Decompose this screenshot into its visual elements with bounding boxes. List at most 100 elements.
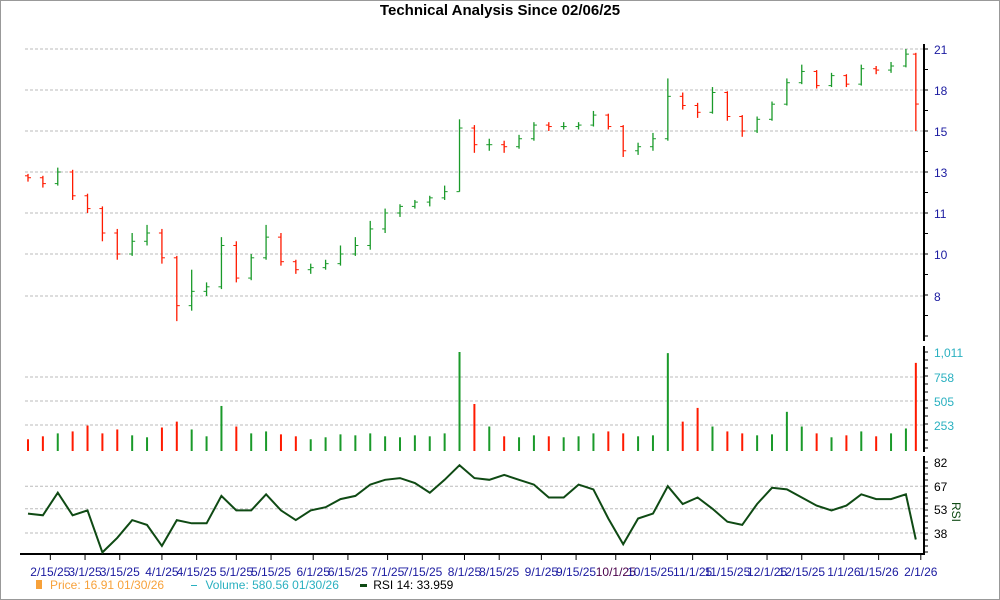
x-tick-label: 2/1/26 [904,565,938,579]
price-bar [277,233,284,266]
price-bar [545,122,552,131]
price-bar [411,199,418,209]
price-bar [99,206,106,242]
price-bar [739,115,746,137]
x-tick-label: 3/15/25 [100,565,140,579]
volume-tick-label: 1,011 [934,346,963,360]
price-bar [188,269,195,311]
price-bar [783,78,790,106]
x-tick-label: 8/15/25 [479,565,519,579]
price-bar [25,173,31,182]
price-bar [724,91,731,121]
price-bar [337,245,344,266]
price-legend-icon [36,580,42,589]
price-bar [649,132,656,151]
price-bar [858,64,865,86]
volume-tick-label: 253 [934,419,954,433]
price-bar [441,185,448,200]
price-bar [501,140,508,153]
volume-legend: Volume: 580.56 01/30/26 [205,578,339,592]
price-bar [530,122,537,141]
rsi-tick-label: 82 [934,456,948,470]
x-tick-label: 6/15/25 [328,565,368,579]
rsi-line [27,463,917,555]
volume-tick-label: 758 [934,371,954,385]
price-bar [486,138,493,151]
x-tick-label: 8/1/25 [448,565,482,579]
x-tick-label: 10/1/25 [596,565,636,579]
price-bar [248,254,255,281]
price-bar [694,102,701,118]
price-bar [54,167,61,186]
price-bar [828,72,835,88]
price-tick-label: 8 [934,290,941,304]
x-tick-label: 11/15/25 [704,565,750,579]
chart-title: Technical Analysis Since 02/06/25 [379,2,621,19]
price-bar [218,237,225,290]
x-tick-label: 1/1/26 [827,565,861,579]
price-bar [114,228,121,260]
price-bar [590,110,597,127]
x-tick-label: 11/1/25 [673,565,712,579]
price-bar [39,175,46,188]
price-bar [843,74,850,88]
price-bar [620,125,627,157]
legend: Price: 16.91 01/30/26 Volume: 580.56 01/… [36,578,457,592]
rsi-legend: RSI 14: 33.959 [373,578,454,592]
rsi-tick-label: 38 [934,527,948,541]
price-tick-label: 15 [934,125,948,139]
price-bar [158,228,165,264]
price-bar [635,142,642,155]
price-bar [605,113,612,130]
price-bar [754,116,761,133]
price-bar [679,92,686,110]
price-bar [873,65,880,75]
price-bar [233,241,240,283]
price-bar [322,259,329,270]
price-legend: Price: 16.91 01/30/26 [50,578,165,592]
x-tick-label: 4/15/25 [177,565,217,579]
x-tick-label: 5/1/25 [220,565,254,579]
x-tick-label: 12/1/25 [747,565,787,579]
price-bar [471,125,478,153]
price-bar [203,282,210,296]
price-bar [426,195,433,207]
price-bar [144,224,151,246]
x-tick-label: 2/15/25 [30,565,70,579]
volume-legend-icon [191,585,198,587]
price-bar [769,101,775,121]
volume-tick-label: 505 [934,395,954,409]
x-tick-label: 3/1/25 [68,565,102,579]
price-bar [129,233,136,256]
x-tick-label: 7/1/25 [371,565,405,579]
price-bar [263,224,270,260]
price-bar [352,237,359,256]
x-tick-label: 6/1/25 [297,565,331,579]
price-bar [367,220,374,250]
rsi-tick-label: 67 [934,480,948,494]
price-bar [307,263,314,274]
x-tick-label: 7/15/25 [402,565,442,579]
x-tick-label: 10/15/25 [627,565,674,579]
rsi-axis-label: RSI [949,502,963,522]
price-bar [69,169,76,200]
price-bar [382,208,389,234]
price-bar [902,49,909,68]
price-bar [664,78,671,141]
price-bar [709,87,716,114]
x-tick-label: 1/15/26 [859,565,899,579]
price-bar [813,70,820,89]
price-bar [575,122,582,130]
price-bar [888,61,895,73]
price-bar [397,204,403,217]
price-bar [173,255,180,322]
price-bar [912,52,919,131]
price-tick-label: 13 [934,166,948,180]
price-bar [516,134,523,149]
rsi-legend-icon [360,584,368,588]
x-tick-label: 12/15/25 [778,565,825,579]
price-bar [456,119,463,193]
price-tick-label: 11 [934,207,947,221]
price-tick-label: 21 [934,43,948,57]
